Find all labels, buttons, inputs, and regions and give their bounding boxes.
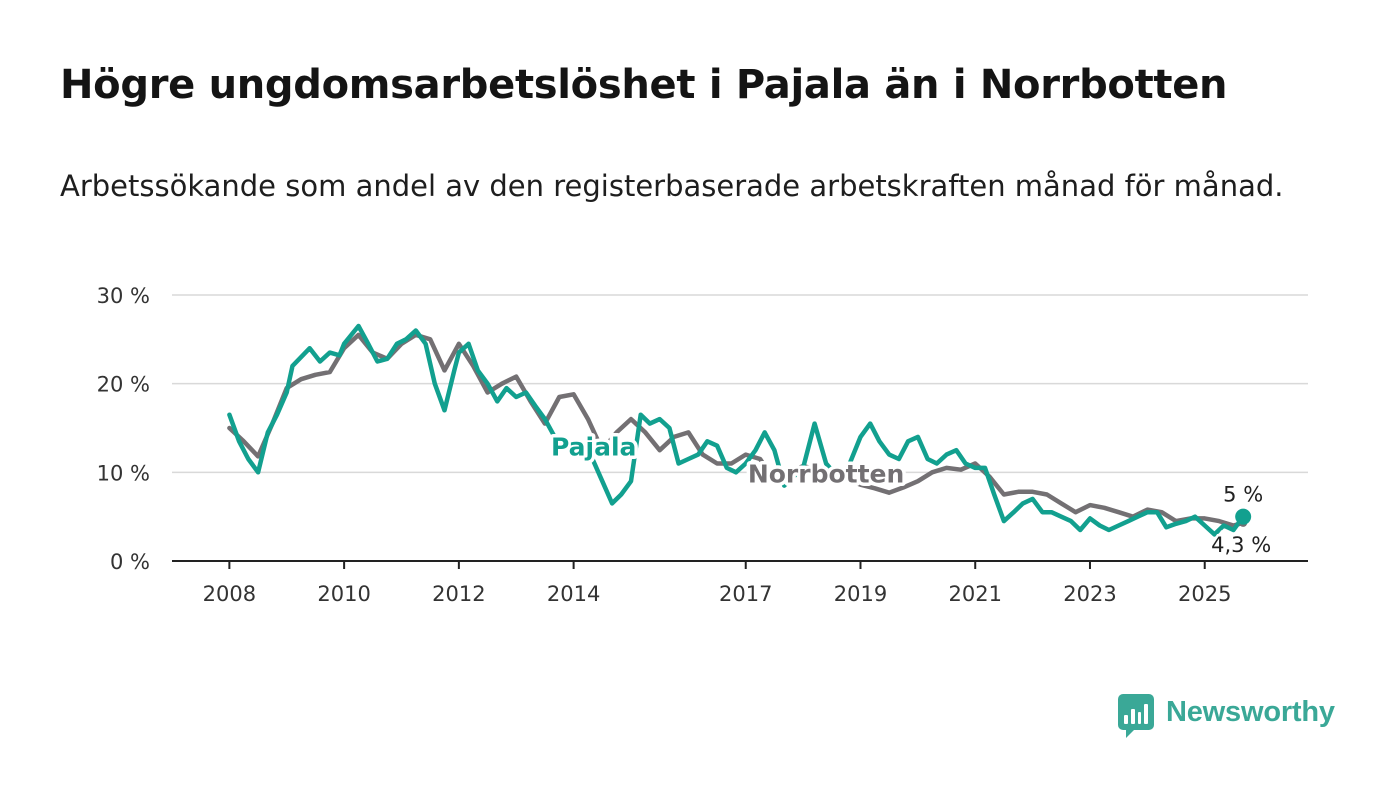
newsworthy-logo: Newsworthy xyxy=(1118,690,1335,738)
gridlines xyxy=(172,294,1308,474)
x-tick-label: 2014 xyxy=(547,582,600,606)
chart-bars-icon xyxy=(1118,694,1154,738)
y-tick-label: 10 % xyxy=(97,461,150,485)
series-label-norrbotten: Norrbotten xyxy=(748,459,904,488)
end-label-norrbotten: 4,3 % xyxy=(1211,533,1271,557)
series-line-norrbotten xyxy=(227,332,1246,528)
chart-title: Högre ungdomsarbetslöshet i Pajala än i … xyxy=(60,62,1228,108)
x-tick-label: 2021 xyxy=(949,582,1002,606)
series-line-pajala xyxy=(227,323,1246,537)
x-tick-label: 2008 xyxy=(203,582,256,606)
x-tick-label: 2019 xyxy=(834,582,887,606)
series-label-pajala: Pajala xyxy=(551,433,636,462)
end-dot-pajala xyxy=(1235,508,1252,525)
y-tick-label: 0 % xyxy=(110,550,150,574)
x-tick-label: 2017 xyxy=(719,582,772,606)
x-tick-label: 2010 xyxy=(317,582,370,606)
axes: 0 % 10 % 20 % 30 % 2008 2010 2012 2014 2017 2019 2… xyxy=(97,284,1308,606)
logo-text: Newsworthy xyxy=(1166,695,1335,728)
x-tick-label: 2025 xyxy=(1178,582,1231,606)
chart-subtitle: Arbetssökande som andel av den registerb… xyxy=(60,169,1284,203)
series-labels: Norrbotten Pajala 5 % 4,3 % xyxy=(547,429,1273,559)
y-tick-label: 20 % xyxy=(97,373,150,397)
end-label-pajala: 5 % xyxy=(1223,483,1263,507)
y-tick-label: 30 % xyxy=(97,284,150,308)
series-lines xyxy=(227,323,1246,537)
x-tick-label: 2012 xyxy=(432,582,485,606)
x-tick-label: 2023 xyxy=(1063,582,1116,606)
